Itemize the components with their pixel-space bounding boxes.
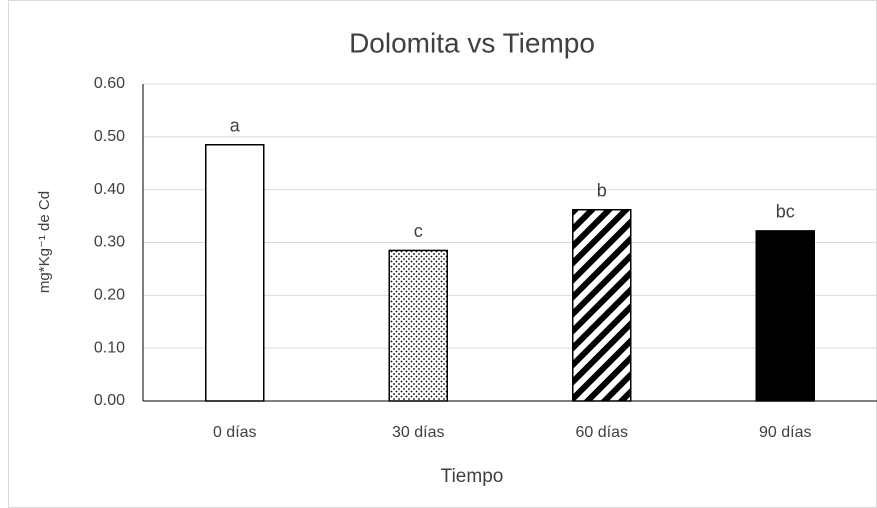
y-tick-label: 0.20	[94, 287, 125, 304]
bar	[755, 230, 815, 402]
x-tick-label: 30 días	[392, 424, 444, 441]
y-tick-label: 0.30	[94, 234, 125, 251]
bar	[572, 208, 632, 402]
bar-annotation: bc	[776, 202, 795, 222]
y-tick-label: 0.40	[94, 181, 125, 198]
y-tick-label: 0.50	[94, 128, 125, 145]
bar-annotation: c	[414, 221, 423, 241]
y-tick-label: 0.10	[94, 339, 125, 356]
x-tick-label: 60 días	[576, 424, 628, 441]
chart-title: Dolomita vs Tiempo	[349, 27, 595, 58]
bar	[205, 144, 265, 402]
y-tick-label: 0.60	[94, 75, 125, 92]
bar-annotation: b	[597, 180, 607, 200]
y-tick-label: 0.00	[94, 392, 125, 409]
x-tick-label: 0 días	[213, 424, 257, 441]
x-tick-label: 90 días	[759, 424, 811, 441]
bar	[388, 249, 448, 402]
x-axis-title: Tiempo	[441, 466, 504, 487]
y-axis-title: mg*Kg⁻¹ de Cd	[36, 191, 53, 293]
bar-annotation: a	[230, 116, 241, 136]
